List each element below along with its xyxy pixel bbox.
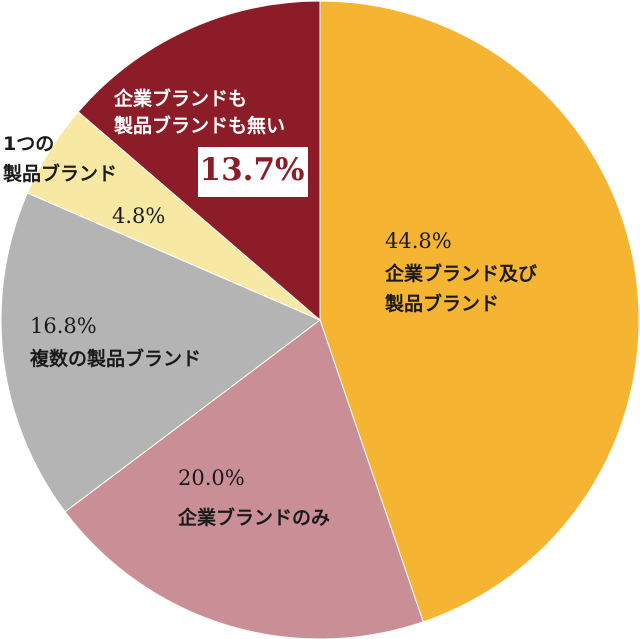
pie-slice-corporate-only <box>64 319 424 639</box>
slice-label-none: 製品ブランドも無い <box>113 114 285 137</box>
slice-label-corporate-and-product: 企業ブランド及び <box>384 262 537 285</box>
slice-value-corporate-only: 20.0% <box>178 466 245 490</box>
value-highlight-box <box>198 147 308 197</box>
pie-slice-corporate-and-product <box>319 0 640 623</box>
slice-label-corporate-and-product: 製品ブランド <box>384 292 499 315</box>
pie-labels: 企業ブランド及び製品ブランド44.8%企業ブランドのみ20.0%複数の製品ブラン… <box>2 87 537 529</box>
slice-value-none: 13.7% <box>200 152 305 188</box>
slice-label-multiple-product: 複数の製品ブランド <box>29 347 201 370</box>
slice-label-single-product: 製品ブランド <box>2 162 117 185</box>
slice-value-single-product: 4.8% <box>112 204 165 228</box>
pie-slice-multiple-product <box>0 192 321 513</box>
slice-value-corporate-and-product: 44.8% <box>385 229 452 253</box>
slice-label-single-product: 1つの <box>3 133 54 155</box>
slice-label-none: 企業ブランドも <box>113 87 247 110</box>
slice-label-corporate-only: 企業ブランドのみ <box>177 506 330 529</box>
slice-value-multiple-product: 16.8% <box>30 314 97 338</box>
